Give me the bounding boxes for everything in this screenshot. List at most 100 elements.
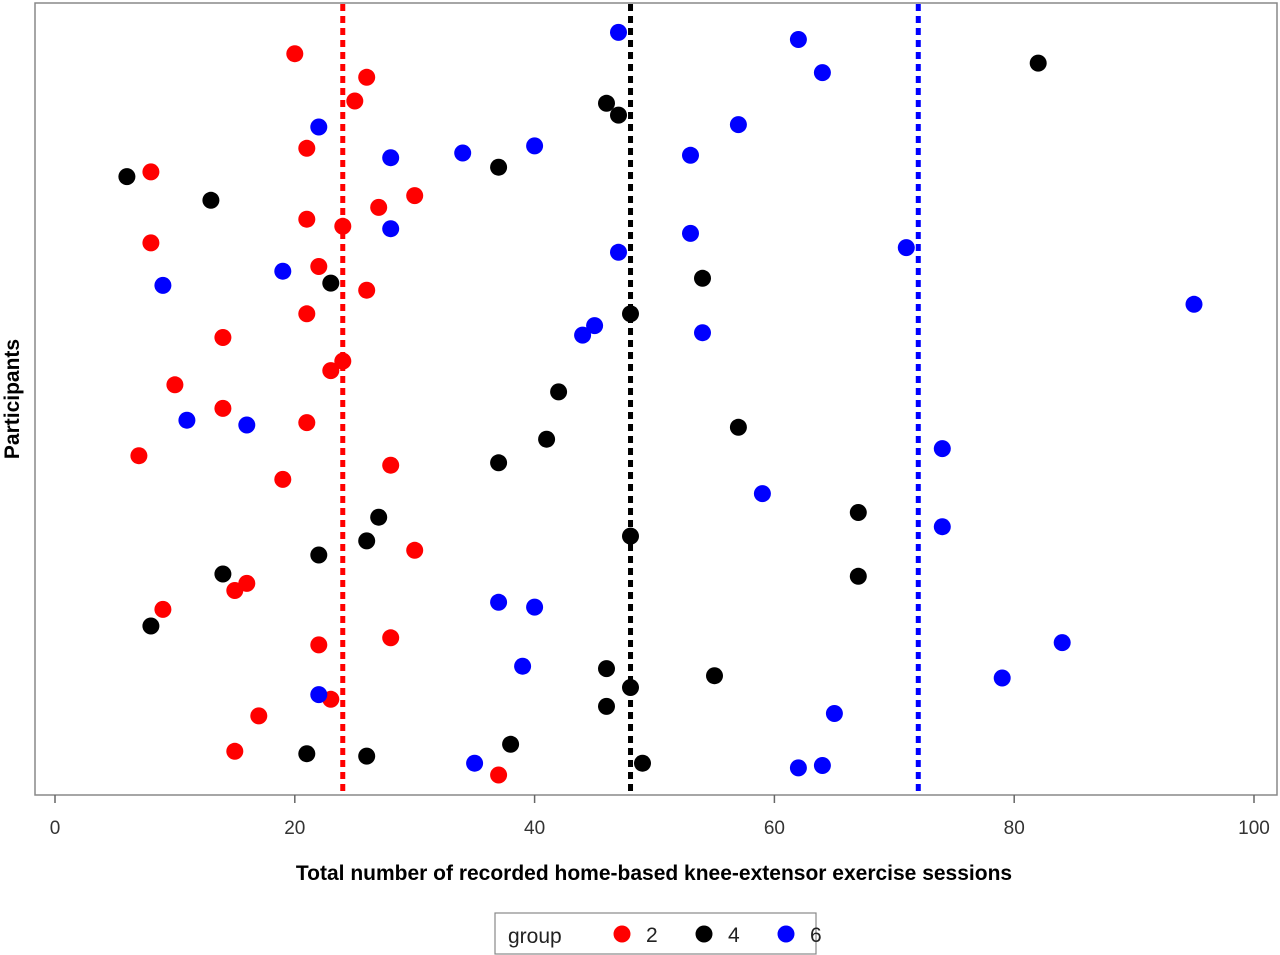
point-group-2 (214, 399, 232, 417)
point-group-4 (214, 565, 232, 583)
legend: group 2 4 6 (494, 912, 822, 955)
point-group-6 (729, 116, 747, 134)
point-group-6 (789, 31, 807, 48)
point-group-4 (490, 158, 508, 176)
point-group-6 (1185, 295, 1203, 313)
point-group-4 (729, 418, 747, 436)
point-group-6 (610, 23, 627, 41)
point-group-4 (538, 430, 556, 448)
point-group-2 (322, 362, 340, 380)
point-group-6 (454, 144, 472, 162)
point-group-4 (598, 697, 615, 715)
x-axis-title: Total number of recorded home-based knee… (296, 862, 1012, 885)
point-group-2 (226, 582, 244, 599)
point-group-4 (694, 269, 711, 287)
legend-marker-group-2 (613, 925, 631, 943)
point-group-6 (897, 239, 915, 257)
plot-frame (34, 2, 1278, 796)
legend-box (494, 912, 817, 955)
point-group-2 (358, 281, 376, 299)
point-group-6 (682, 146, 699, 164)
point-group-4 (142, 617, 160, 635)
point-group-6 (310, 118, 328, 136)
point-group-4 (598, 94, 615, 112)
point-group-6 (382, 149, 400, 167)
point-group-2 (298, 414, 316, 432)
point-group-4 (370, 508, 388, 526)
point-group-4 (634, 754, 651, 772)
point-group-6 (238, 416, 256, 434)
point-group-6 (526, 598, 544, 616)
point-group-6 (825, 705, 843, 722)
point-group-2 (310, 636, 328, 654)
point-group-6 (310, 686, 328, 704)
point-group-6 (466, 754, 484, 772)
point-group-4 (298, 745, 316, 763)
x-tick-label: 20 (284, 818, 305, 839)
point-group-4 (598, 660, 615, 678)
point-group-6 (1053, 634, 1071, 652)
point-group-4 (118, 168, 136, 186)
point-group-2 (346, 92, 364, 110)
point-group-2 (274, 470, 292, 488)
point-group-4 (706, 667, 723, 685)
point-group-4 (622, 305, 639, 323)
point-group-2 (298, 210, 316, 228)
point-group-6 (933, 440, 951, 458)
point-group-6 (154, 276, 172, 294)
point-group-6 (813, 757, 831, 774)
point-group-6 (274, 262, 292, 280)
point-group-4 (310, 546, 328, 564)
point-group-2 (382, 629, 400, 647)
point-group-2 (298, 305, 316, 323)
point-group-2 (358, 68, 376, 86)
point-group-2 (250, 707, 268, 725)
point-group-4 (1029, 54, 1047, 72)
point-group-6 (610, 243, 627, 261)
legend-title: group (508, 925, 562, 948)
legend-marker-group-4 (695, 925, 713, 943)
point-group-4 (322, 274, 340, 292)
point-group-6 (682, 224, 699, 242)
point-group-6 (382, 220, 400, 238)
point-group-2 (214, 329, 232, 346)
x-axis: 0 20 40 60 80 100 (50, 795, 1270, 839)
x-tick-label: 100 (1238, 818, 1270, 839)
point-group-2 (406, 541, 424, 559)
point-group-2 (310, 258, 328, 275)
point-group-6 (813, 64, 831, 82)
point-group-6 (178, 411, 196, 429)
legend-label-group-6: 6 (810, 924, 822, 947)
point-group-2 (334, 217, 352, 235)
point-group-6 (933, 518, 951, 536)
x-tick-label: 40 (524, 818, 545, 839)
point-group-6 (789, 759, 807, 777)
point-group-2 (130, 447, 148, 465)
point-group-4 (849, 567, 867, 585)
point-group-4 (849, 504, 867, 521)
point-group-2 (334, 352, 352, 370)
point-group-4 (622, 527, 639, 545)
point-group-6 (993, 669, 1011, 687)
point-group-6 (694, 324, 711, 342)
data-points (118, 23, 1203, 784)
x-tick-label: 80 (1004, 818, 1025, 839)
point-group-2 (298, 139, 316, 157)
point-group-2 (406, 187, 424, 205)
point-group-2 (286, 45, 304, 63)
point-group-4 (490, 454, 508, 472)
point-group-2 (154, 600, 172, 618)
point-group-4 (358, 532, 376, 550)
point-group-4 (610, 106, 627, 124)
x-tick-label: 0 (50, 818, 61, 839)
point-group-2 (166, 376, 184, 394)
point-group-2 (382, 456, 400, 474)
point-group-2 (226, 742, 244, 760)
point-group-6 (574, 326, 592, 344)
point-group-4 (502, 735, 520, 753)
x-tick-label: 60 (764, 818, 785, 839)
y-axis-title: Participants (1, 339, 24, 459)
point-group-6 (514, 657, 532, 675)
point-group-6 (753, 485, 771, 503)
